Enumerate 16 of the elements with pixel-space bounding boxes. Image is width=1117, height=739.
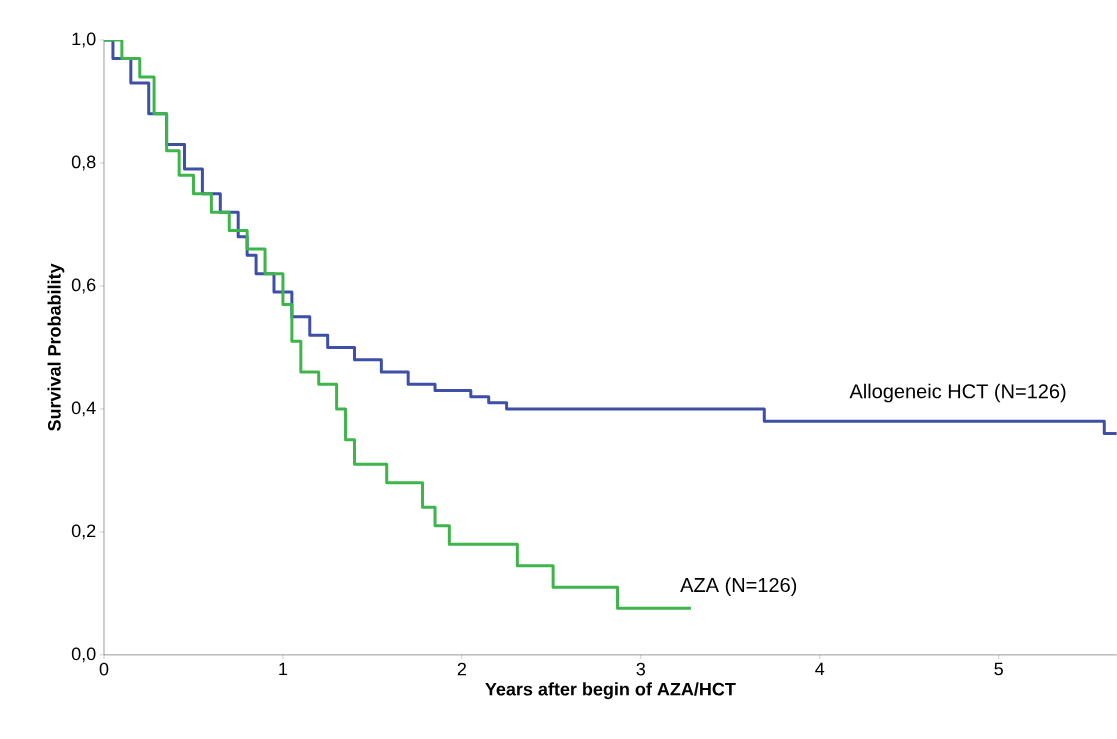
y-tick-label: 0,2 xyxy=(71,524,96,540)
x-tick-label: 0 xyxy=(99,662,109,676)
x-tick-label: 3 xyxy=(636,662,646,676)
x-tick-label: 5 xyxy=(994,662,1003,676)
y-tick-label: 0,8 xyxy=(71,155,96,171)
y-tick-label: 0,6 xyxy=(71,278,96,294)
series-label: Allogeneic HCT (N=126) xyxy=(849,383,1066,403)
x-axis-title: Years after begin of AZA/HCT xyxy=(485,682,736,700)
y-tick-label: 0,4 xyxy=(71,401,96,417)
y-tick-label: 1,0 xyxy=(72,32,96,48)
y-axis-title: Survival Probability xyxy=(47,263,65,431)
y-tick-label: 0,0 xyxy=(71,647,96,663)
x-tick-label: 4 xyxy=(815,662,825,676)
x-tick-label: 1 xyxy=(279,662,288,676)
x-tick-label: 2 xyxy=(457,662,466,676)
series-label: AZA (N=126) xyxy=(680,577,797,597)
